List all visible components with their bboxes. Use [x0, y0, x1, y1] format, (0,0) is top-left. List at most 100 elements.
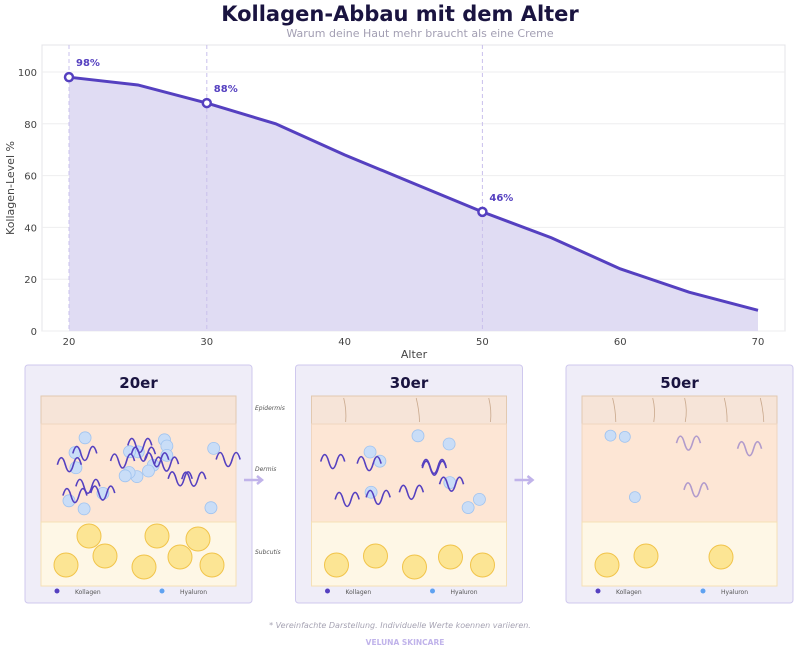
- fat-cell: [53, 552, 79, 578]
- hyaluron-molecule: [618, 430, 631, 443]
- chart-title: Kollagen-Abbau mit dem Alter: [221, 2, 579, 26]
- panel-title: 50er: [660, 374, 699, 392]
- legend-collagen-label: Kollagen: [75, 589, 101, 596]
- legend-collagen-label: Kollagen: [346, 589, 372, 596]
- fat-cell: [92, 543, 118, 569]
- collagen-fiber: [75, 478, 101, 495]
- wrinkle: [612, 397, 617, 423]
- collagen-fiber: [421, 460, 448, 476]
- area-fill: [69, 77, 758, 332]
- collagen-fiber: [736, 440, 763, 457]
- legend-hyaluron-label: Hyaluron: [721, 589, 748, 596]
- collagen-fiber: [365, 489, 391, 506]
- x-tick-label: 20: [63, 337, 76, 348]
- collagen-fiber: [130, 446, 157, 462]
- hyaluron-molecule: [461, 501, 475, 514]
- collagen-fiber: [421, 458, 447, 475]
- epidermis-layer: [311, 395, 507, 425]
- collagen-fiber: [438, 476, 465, 493]
- hyaluron-molecule: [363, 445, 377, 459]
- x-tick-label: 40: [338, 337, 351, 348]
- layer-label-subcutis: Subcutis: [255, 549, 281, 556]
- y-tick-label: 60: [24, 172, 37, 183]
- hyaluron-molecule: [204, 501, 218, 515]
- wrinkle: [343, 397, 347, 423]
- fat-cell: [594, 552, 620, 578]
- legend-collagen-dot: [54, 588, 60, 594]
- legend-hyaluron-label: Hyaluron: [180, 589, 207, 596]
- epidermis-layer: [40, 395, 237, 425]
- collagen-fiber: [334, 491, 360, 508]
- collagen-fiber: [398, 484, 425, 501]
- wrinkle: [723, 397, 728, 423]
- hyaluron-molecule: [473, 492, 486, 506]
- hyaluron-molecule: [77, 502, 91, 516]
- arrow-icon: [514, 475, 535, 485]
- chart-subtitle: Warum deine Haut mehr braucht als eine C…: [286, 27, 554, 40]
- collagen-fiber: [683, 482, 709, 498]
- hyaluron-molecule: [78, 431, 92, 445]
- arrow-icon: [244, 475, 265, 485]
- fat-cell: [633, 543, 659, 569]
- legend-hyaluron-dot: [159, 588, 165, 594]
- layer-label-epidermis: Epidermis: [255, 405, 285, 412]
- y-tick-label: 80: [24, 120, 37, 131]
- data-point: [63, 71, 75, 83]
- collagen-fiber: [167, 471, 193, 487]
- x-tick-label: 70: [752, 337, 765, 348]
- y-tick-label: 0: [31, 327, 37, 338]
- fat-cell: [402, 554, 427, 580]
- legend-hyaluron-dot: [430, 588, 435, 594]
- skin-panel-50er: 50er Kollagen Hyaluron: [565, 364, 794, 604]
- collagen-fiber: [675, 435, 702, 451]
- data-point: [477, 206, 488, 218]
- x-axis-label: Alter: [401, 348, 428, 361]
- y-tick-label: 100: [18, 68, 37, 79]
- legend-hyaluron-label: Hyaluron: [451, 589, 478, 596]
- data-label: 46%: [489, 193, 513, 204]
- legend-hyaluron-dot: [700, 588, 706, 594]
- collagen-fiber: [356, 455, 382, 472]
- fat-cell: [131, 554, 157, 580]
- legend-collagen-dot: [595, 588, 601, 594]
- wrinkle: [652, 397, 655, 423]
- fat-cell: [185, 526, 211, 552]
- brand: VELUNA SKINCARE: [366, 638, 445, 647]
- layer-label-dermis: Dermis: [255, 466, 276, 473]
- hyaluron-molecule: [411, 429, 425, 443]
- collagen-fiber: [62, 487, 88, 504]
- collagen-fiber: [89, 485, 116, 501]
- fat-cell: [438, 544, 463, 570]
- wrinkle: [415, 397, 420, 423]
- collagen-fiber: [215, 451, 241, 468]
- collagen-fiber: [319, 453, 346, 470]
- hyaluron-molecule: [604, 429, 617, 442]
- fat-cell: [708, 544, 734, 570]
- wrinkle: [684, 397, 687, 423]
- hyaluron-molecule: [207, 441, 221, 455]
- hyaluron-molecule: [442, 437, 456, 451]
- fat-cell: [76, 523, 102, 549]
- wrinkle: [488, 397, 492, 423]
- hyaluron-molecule: [142, 464, 155, 478]
- panel-title: 30er: [390, 374, 429, 392]
- collagen-fiber: [181, 471, 207, 487]
- fat-cell: [324, 552, 349, 578]
- fat-cell: [470, 552, 495, 578]
- x-tick-label: 50: [476, 337, 489, 348]
- fat-cell: [363, 543, 388, 569]
- hyaluron-molecule: [118, 469, 132, 483]
- series-line: [68, 75, 759, 312]
- data-label: 88%: [214, 84, 238, 95]
- x-tick-label: 60: [614, 337, 627, 348]
- y-axis-label: Kollagen-Level %: [4, 141, 17, 235]
- collagen-fiber: [72, 445, 98, 462]
- panel-title: 20er: [119, 374, 158, 392]
- fat-cell: [167, 544, 193, 570]
- skin-panel-20er: 20er Kollagen Hyaluron: [24, 364, 253, 604]
- data-point: [201, 97, 213, 109]
- y-tick-label: 40: [24, 223, 37, 234]
- collagen-fiber: [109, 453, 136, 469]
- epidermis-layer: [581, 395, 778, 425]
